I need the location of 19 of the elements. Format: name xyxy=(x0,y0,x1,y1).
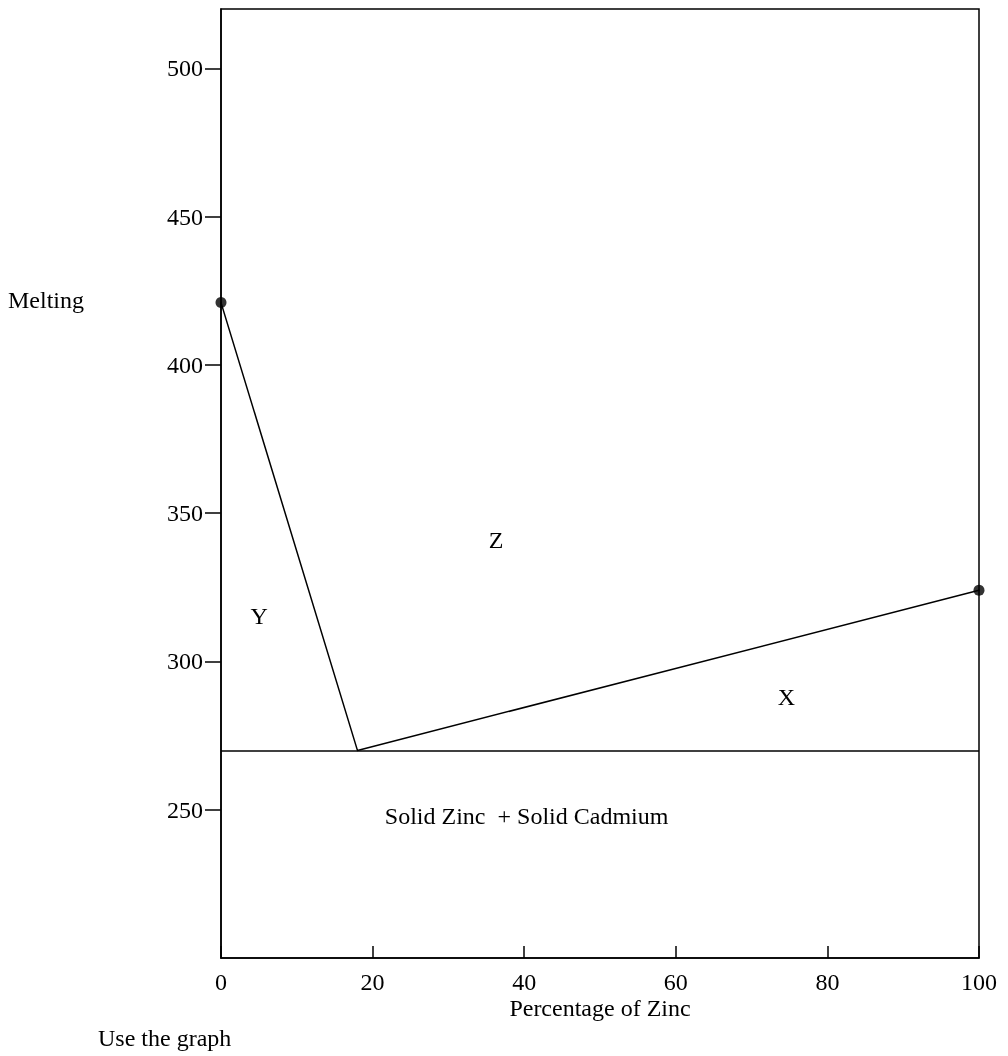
x-axis-title: Percentage of Zinc xyxy=(509,995,691,1021)
annotation: Y xyxy=(250,603,268,630)
y-tick-label: 350 xyxy=(167,500,203,527)
x-tick-label: 80 xyxy=(815,969,840,995)
text: Use the graph xyxy=(98,1025,232,1051)
x-tick-label: 60 xyxy=(663,969,688,995)
x-tick-label: 40 xyxy=(512,969,537,995)
annotation: Solid Zinc + Solid Cadmium xyxy=(384,802,669,829)
y-axis-title: Melting xyxy=(8,287,84,313)
annotation: X xyxy=(777,684,796,711)
x-tick-label: 20 xyxy=(360,969,385,995)
x-tick-label: 0 xyxy=(215,969,227,995)
annotation: Z xyxy=(488,527,504,554)
y-tick-label: 400 xyxy=(167,351,203,378)
y-tick-label: 450 xyxy=(167,203,203,230)
y-tick-label: 500 xyxy=(167,55,203,82)
y-tick-label: 250 xyxy=(167,796,203,823)
y-tick-label: 300 xyxy=(167,648,203,675)
x-tick-label: 100 xyxy=(961,969,997,995)
